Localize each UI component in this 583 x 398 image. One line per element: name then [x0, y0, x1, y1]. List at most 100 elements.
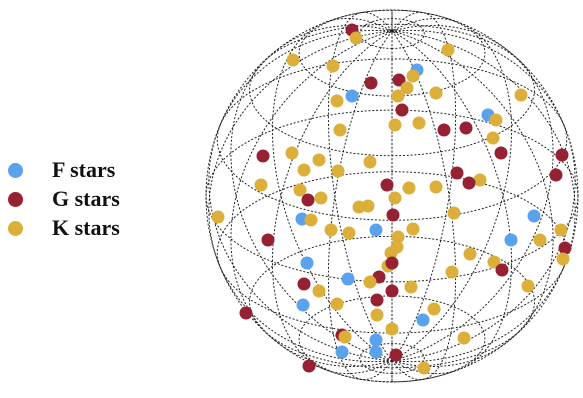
k-star-point — [417, 361, 431, 375]
k-star-point — [406, 222, 420, 236]
k-star-point — [330, 94, 344, 108]
g-star-point — [364, 76, 378, 90]
k-star-point — [554, 223, 568, 237]
g-star-point — [385, 284, 399, 298]
g-star-point — [558, 241, 572, 255]
g-star-point — [450, 166, 464, 180]
f-star-point — [341, 272, 355, 286]
f-star-point — [504, 233, 518, 247]
g-star-point — [389, 348, 403, 362]
f-star-point — [296, 298, 310, 312]
f-stars-marker-icon — [8, 162, 23, 178]
k-star-point — [349, 31, 363, 45]
f-star-point — [300, 256, 314, 270]
legend-label-f-stars: F stars — [52, 157, 116, 182]
g-star-point — [459, 121, 473, 135]
k-star-point — [556, 252, 570, 266]
g-star-point — [302, 359, 316, 373]
g-star-point — [239, 306, 253, 320]
g-star-point — [380, 178, 394, 192]
g-star-point — [297, 277, 311, 291]
sphere-grid-line — [391, 11, 457, 362]
sphere-grid-line — [298, 9, 486, 97]
sphere-grid-line — [216, 171, 568, 334]
k-star-point — [324, 223, 338, 237]
k-star-point — [286, 53, 300, 67]
k-star-point — [487, 255, 501, 269]
k-star-point — [391, 89, 405, 103]
k-star-point — [406, 69, 420, 83]
k-star-point — [533, 233, 547, 247]
k-stars-marker-icon — [8, 220, 23, 236]
g-stars-marker-icon — [8, 191, 23, 207]
k-star-point — [312, 284, 326, 298]
k-star-point — [384, 246, 398, 260]
f-star-point — [369, 333, 383, 347]
k-star-point — [388, 191, 402, 205]
sphere-grid-line — [391, 24, 554, 362]
k-star-point — [441, 43, 455, 57]
k-star-point — [402, 181, 416, 195]
k-star-point — [342, 226, 356, 240]
f-star-point — [369, 223, 383, 237]
k-star-point — [293, 183, 307, 197]
k-star-point — [463, 247, 477, 261]
sphere-outline — [205, 9, 579, 383]
sphere-grid-line — [205, 109, 579, 283]
k-star-point — [445, 265, 459, 279]
k-star-point — [514, 88, 528, 102]
f-star-point — [527, 209, 541, 223]
k-star-point — [429, 86, 443, 100]
k-star-point — [333, 123, 347, 137]
k-star-point — [361, 199, 375, 213]
g-star-point — [494, 146, 508, 160]
k-star-point — [427, 302, 441, 316]
k-star-point — [363, 155, 377, 169]
star-points — [211, 23, 572, 375]
k-star-point — [285, 146, 299, 160]
legend-item-f-stars: F stars — [8, 157, 115, 182]
g-star-point — [301, 193, 315, 207]
legend-item-g-stars: G stars — [8, 186, 120, 211]
sphere-grid-line — [359, 343, 425, 374]
g-star-point — [261, 233, 275, 247]
k-star-point — [370, 308, 384, 322]
sphere-grid-line — [216, 58, 568, 221]
g-star-point — [256, 149, 270, 163]
k-star-point — [331, 164, 345, 178]
k-star-point — [211, 210, 225, 224]
f-star-point — [416, 313, 430, 327]
k-star-point — [521, 279, 535, 293]
k-star-point — [400, 81, 414, 95]
legend-label-g-stars: G stars — [52, 186, 120, 211]
g-star-point — [370, 293, 384, 307]
k-star-point — [457, 331, 471, 345]
k-star-point — [363, 275, 377, 289]
g-star-point — [395, 103, 409, 117]
g-star-point — [385, 256, 399, 270]
k-star-point — [404, 280, 418, 294]
k-star-point — [254, 178, 268, 192]
f-star-point — [345, 89, 359, 103]
g-star-point — [392, 73, 406, 87]
k-star-point — [326, 59, 340, 73]
sphere-grid-line — [359, 18, 425, 49]
k-star-point — [314, 191, 328, 205]
k-star-point — [385, 322, 399, 336]
k-star-point — [412, 116, 426, 130]
k-star-point — [330, 297, 344, 311]
sphere-grid-line — [249, 23, 535, 157]
k-star-point — [429, 180, 443, 194]
k-star-point — [338, 330, 352, 344]
g-star-point — [386, 208, 400, 222]
k-star-point — [312, 153, 326, 167]
f-star-point — [369, 345, 383, 359]
legend-item-k-stars: K stars — [8, 215, 120, 240]
k-star-point — [388, 118, 402, 132]
k-star-point — [304, 213, 318, 227]
k-star-point — [297, 163, 311, 177]
f-star-point — [335, 345, 349, 359]
g-star-point — [437, 123, 451, 137]
k-star-point — [447, 206, 461, 220]
